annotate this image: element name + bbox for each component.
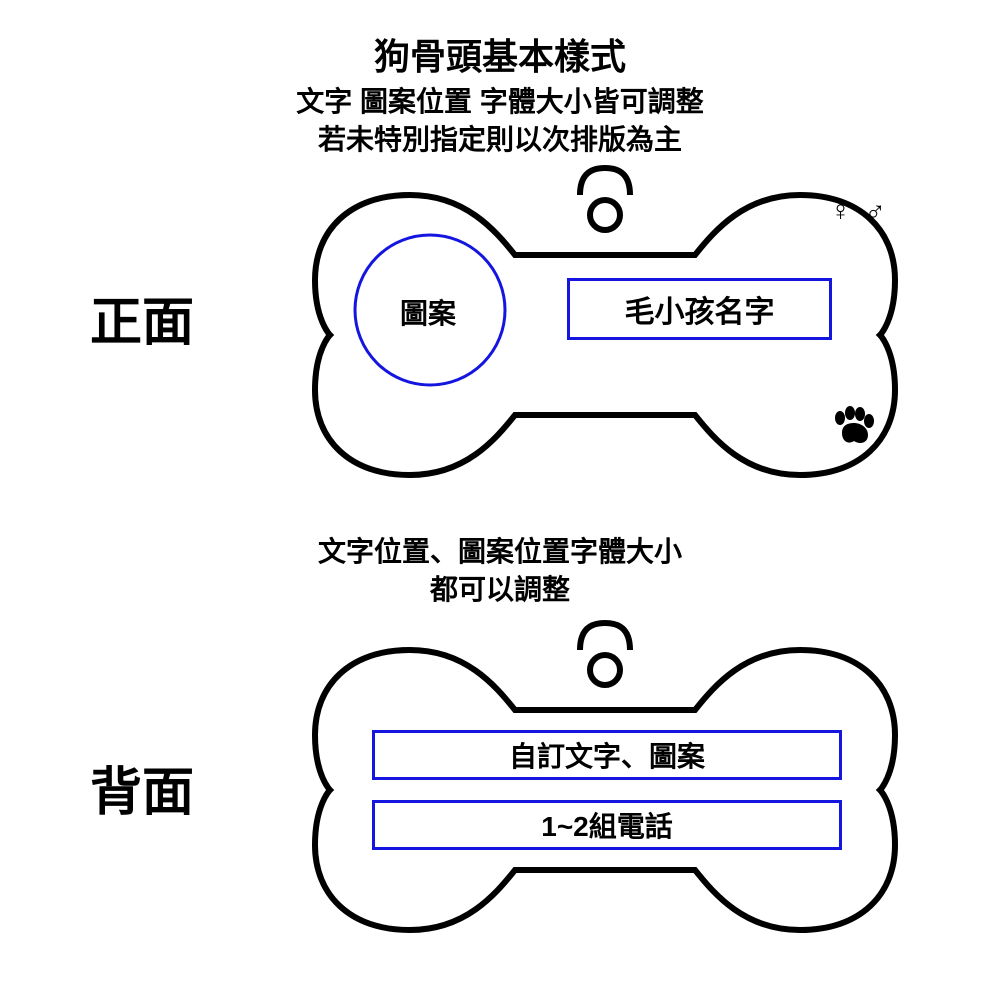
back-side-label: 背面 xyxy=(90,750,194,825)
back-custom-text-box: 自訂文字、圖案 xyxy=(372,730,842,780)
bone-back-outline xyxy=(300,615,910,965)
male-icon: ♂ xyxy=(865,195,886,226)
pet-name-box: 毛小孩名字 xyxy=(567,278,832,340)
mid-text-line-2: 都可以調整 xyxy=(430,568,570,608)
subtitle-line-1: 文字 圖案位置 字體大小皆可調整 xyxy=(296,80,704,120)
back-phone-box: 1~2組電話 xyxy=(372,800,842,850)
back-box2-text: 1~2組電話 xyxy=(541,805,673,845)
front-side-label: 正面 xyxy=(90,280,194,355)
back-box1-text: 自訂文字、圖案 xyxy=(509,735,705,775)
gender-symbols: ♀ ♂ xyxy=(830,195,886,227)
paw-icon xyxy=(830,405,875,450)
pattern-circle-label: 圖案 xyxy=(400,292,456,332)
mid-text-line-1: 文字位置、圖案位置字體大小 xyxy=(318,530,682,570)
pet-name-text: 毛小孩名字 xyxy=(625,287,775,331)
subtitle-line-2: 若未特別指定則以次排版為主 xyxy=(318,118,682,158)
main-title: 狗骨頭基本樣式 xyxy=(374,28,626,80)
female-icon: ♀ xyxy=(830,195,851,226)
